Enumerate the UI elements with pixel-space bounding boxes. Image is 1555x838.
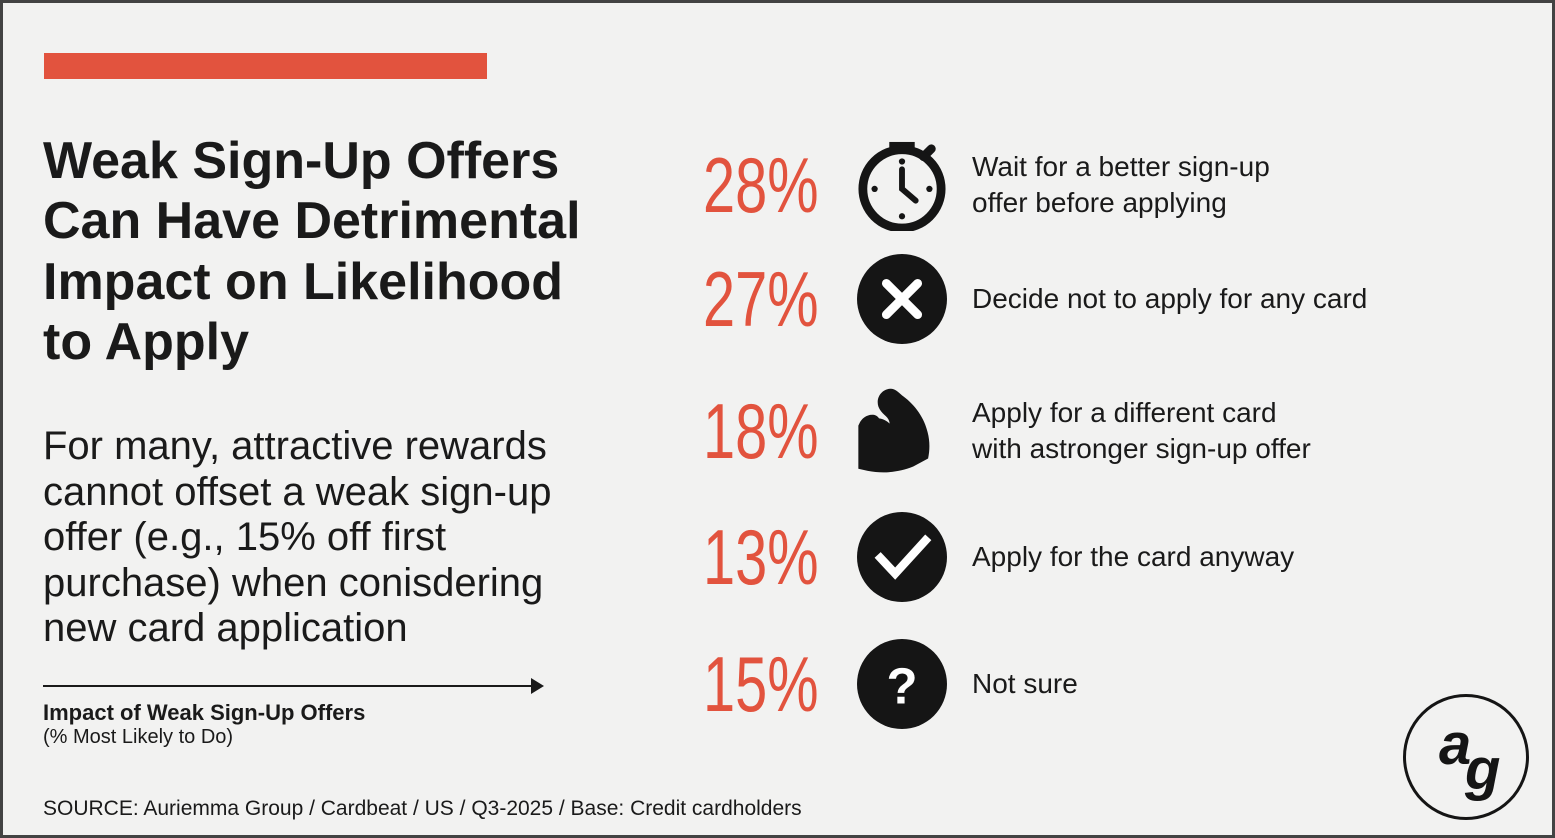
svg-text:?: ? xyxy=(886,658,917,715)
svg-text:g: g xyxy=(1464,737,1500,802)
